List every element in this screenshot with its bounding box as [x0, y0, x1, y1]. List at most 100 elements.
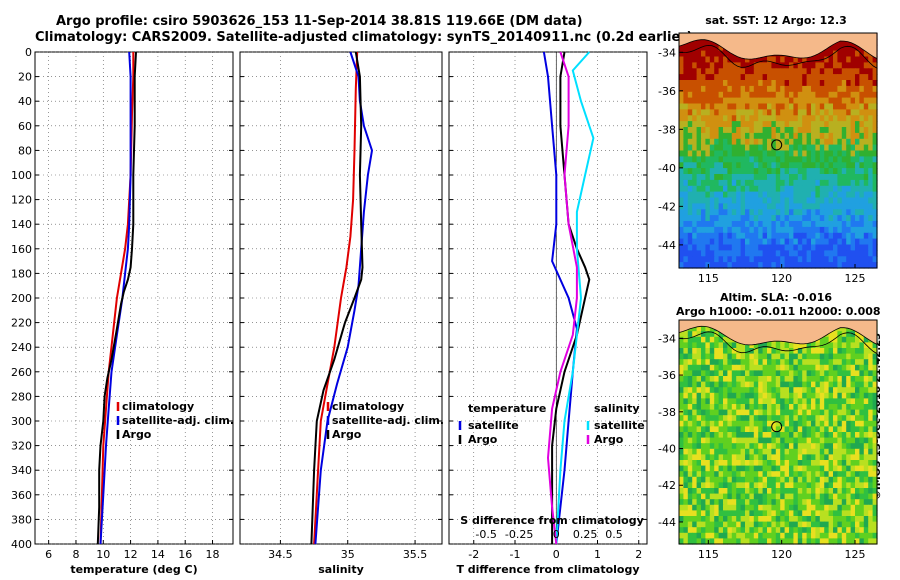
sst-map-cell [855, 132, 860, 140]
sla-map-cell [815, 532, 821, 539]
sla-map-cell [811, 432, 816, 439]
sla-map-cell [850, 370, 856, 377]
sst-map-cell [749, 80, 755, 87]
sst-map-cell [745, 80, 750, 87]
y-tick-label: 400 [11, 538, 32, 551]
sst-map-cell [846, 103, 852, 110]
sst-map-cell [789, 103, 794, 110]
sst-map-cell [868, 226, 874, 234]
sla-map-cell [749, 364, 755, 371]
sst-map-cell [771, 56, 777, 63]
sla-map-cell [718, 460, 724, 467]
sst-map-cell [753, 221, 759, 228]
sla-map-cell [692, 336, 698, 343]
sla-map-cell [863, 398, 869, 405]
sst-map-cell [705, 209, 711, 216]
sst-map-cell [687, 168, 693, 175]
sst-map-cell [731, 250, 737, 257]
sst-map-cell [683, 226, 689, 234]
sla-map-cell [740, 359, 746, 366]
sla-map-cell [833, 331, 838, 338]
sst-map-cell [731, 68, 737, 75]
sst-map-cell [701, 174, 706, 181]
sst-map-cell [727, 109, 733, 116]
sla-map-cell [714, 460, 720, 467]
x-axis-label: T difference from climatology [456, 563, 639, 576]
sst-map-cell [753, 185, 759, 193]
sst-map-cell [828, 209, 834, 216]
sst-map-cell [696, 38, 702, 46]
sla-map-cell [767, 437, 772, 444]
sst-map-cell [683, 97, 689, 105]
sla-map-cell [679, 381, 684, 388]
sla-map-cell [784, 454, 790, 461]
sla-map-cell [815, 392, 821, 399]
sst-map-cell [859, 80, 865, 87]
sst-map-cell [868, 85, 874, 93]
sla-map-cell [714, 398, 720, 405]
sst-map-cell [789, 238, 794, 246]
sla-map-cell [705, 387, 711, 394]
sla-map-cell [833, 460, 838, 467]
sst-map-cell [824, 238, 830, 246]
sst-map-cell [863, 115, 869, 122]
sla-map-cell [749, 342, 755, 349]
sla-map-cell [731, 342, 737, 349]
sla-map-cell [846, 538, 852, 545]
sst-map-cell [859, 262, 865, 269]
sla-map-cell [784, 359, 790, 366]
sst-map-cell [797, 115, 803, 122]
sla-map-cell [815, 387, 821, 394]
sla-map-cell [771, 471, 777, 478]
sla-map-cell [727, 353, 733, 360]
sla-map-cell [767, 392, 772, 399]
sla-map-cell [859, 532, 865, 539]
sla-map-cell [718, 420, 724, 427]
sla-map-cell [846, 348, 852, 355]
sla-map-cell [833, 437, 838, 444]
sst-map-cell [859, 162, 865, 169]
sla-map-cell [727, 538, 733, 545]
sla-map-cell [855, 392, 860, 399]
sst-map-cell [802, 132, 808, 140]
sst-map-cell [780, 68, 786, 75]
sst-map-cell [846, 132, 852, 140]
legend-label: climatology [122, 400, 194, 413]
sst-map-cell [872, 179, 878, 187]
x-tick-label: 1 [594, 548, 601, 561]
sst-map-cell [753, 174, 759, 181]
y-tick-label: 380 [11, 513, 32, 526]
sst-map-cell [679, 215, 684, 222]
sst-map-cell [806, 191, 812, 199]
sla-map-cell [705, 342, 711, 349]
sla-map-cell [859, 499, 865, 506]
map-y-tick-label: -42 [658, 200, 676, 213]
sst-map-cell [718, 209, 724, 216]
sla-map-cell [828, 420, 834, 427]
sst-map-cell [828, 85, 834, 93]
sst-map-cell [758, 144, 764, 152]
sst-map-cell [696, 68, 702, 75]
sla-map-cell [863, 499, 869, 506]
sla-map-cell [767, 404, 772, 411]
sst-map-cell [868, 209, 874, 216]
sla-map-cell [723, 465, 728, 472]
sst-map-cell [802, 191, 808, 199]
sla-map-cell [740, 516, 746, 523]
sst-map-cell [824, 132, 830, 140]
sla-map-cell [679, 460, 684, 467]
sst-map-cell [736, 97, 742, 105]
sst-map-cell [793, 121, 799, 128]
sla-map-cell [846, 387, 852, 394]
sla-map-grid [679, 320, 878, 545]
sla-map-cell [723, 510, 728, 517]
sla-map-cell [872, 488, 878, 495]
sst-map-cell [762, 209, 768, 216]
sla-map-cell [775, 392, 781, 399]
sla-map-cell [727, 482, 733, 489]
sla-map-cell [859, 392, 865, 399]
sla-map-cell [683, 370, 689, 377]
sst-map-cell [819, 121, 825, 128]
sla-map-cell [771, 538, 777, 545]
sla-map-cell [758, 504, 764, 511]
